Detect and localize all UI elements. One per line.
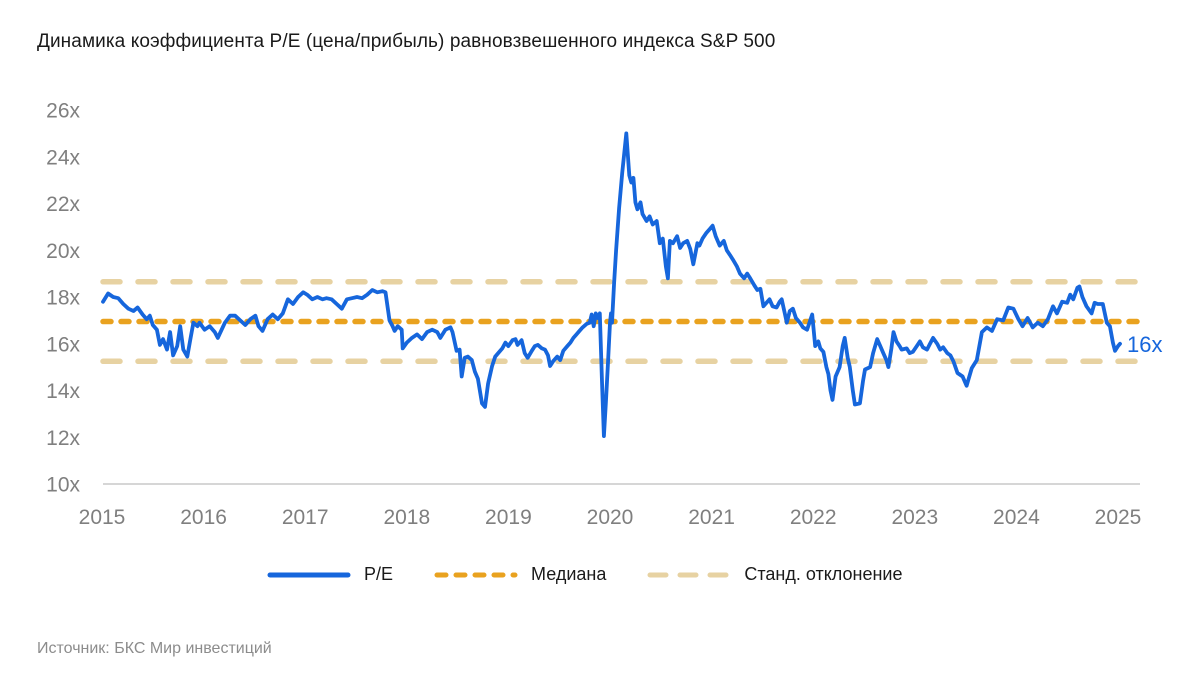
y-tick-label: 14x (46, 380, 80, 403)
source-note: Источник: БКС Мир инвестиций (37, 640, 272, 657)
legend-label: Станд. отклонение (744, 564, 903, 584)
x-tick-label: 2019 (485, 506, 532, 529)
x-tick-label: 2022 (790, 506, 837, 529)
last-value-annotation: 16x (1127, 332, 1162, 357)
legend-item: Медиана (433, 564, 606, 585)
y-tick-label: 24x (46, 146, 80, 169)
legend-label: Медиана (531, 564, 607, 584)
x-tick-label: 2015 (79, 506, 126, 529)
x-tick-label: 2021 (688, 506, 735, 529)
y-tick-label: 16x (46, 333, 80, 356)
x-tick-label: 2023 (891, 506, 938, 529)
y-tick-label: 22x (46, 193, 80, 216)
chart-title: Динамика коэффициента P/E (цена/прибыль)… (37, 31, 776, 52)
y-tick-label: 12x (46, 427, 80, 450)
x-tick-label: 2018 (383, 506, 430, 529)
legend-item: P/E (266, 564, 393, 585)
y-tick-label: 18x (46, 287, 80, 310)
legend-dash-swatch (647, 572, 731, 577)
legend-dash-swatch (434, 572, 518, 577)
y-tick-label: 20x (46, 240, 80, 263)
legend-label: P/E (364, 564, 394, 584)
x-tick-label: 2016 (180, 506, 227, 529)
legend-line-swatch (267, 572, 351, 577)
x-tick-label: 2024 (993, 506, 1040, 529)
legend-item: Станд. отклонение (646, 564, 902, 585)
legend: P/E Медиана Станд. отклонение (266, 564, 902, 585)
x-tick-label: 2025 (1095, 506, 1142, 529)
y-tick-label: 10x (46, 474, 80, 497)
y-tick-label: 26x (46, 100, 80, 123)
x-tick-label: 2017 (282, 506, 329, 529)
x-tick-label: 2020 (587, 506, 634, 529)
pe-series-line (101, 131, 1122, 438)
